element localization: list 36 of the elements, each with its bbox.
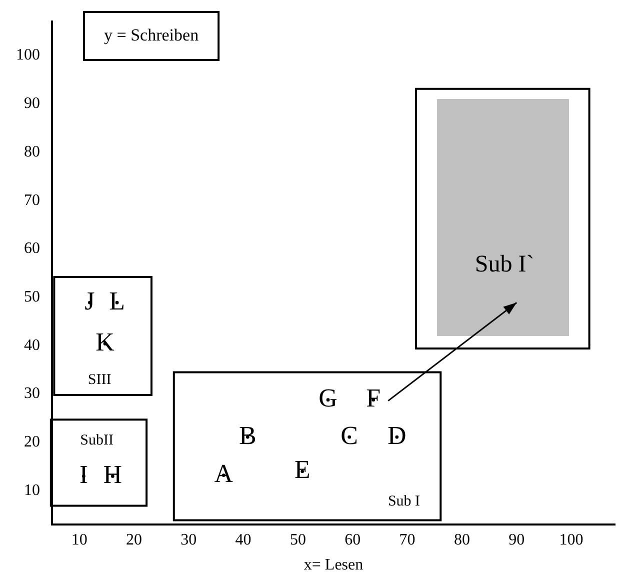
y-tick-label: 40 bbox=[24, 336, 40, 354]
y-tick-label: 90 bbox=[24, 95, 40, 112]
y-tick-label: 10 bbox=[24, 482, 40, 499]
x-axis-title: x= Lesen bbox=[304, 556, 364, 574]
text: C bbox=[340, 420, 358, 450]
annotation: SubII bbox=[80, 432, 114, 448]
y-tick-label: 70 bbox=[24, 192, 40, 209]
annotation: SIII bbox=[88, 372, 112, 388]
x-tick-label: 20 bbox=[126, 531, 142, 548]
annotation: Sub I` bbox=[474, 252, 534, 278]
y-tick-label: 80 bbox=[24, 143, 40, 160]
x-tick-label: 10 bbox=[71, 531, 88, 548]
text: A bbox=[214, 459, 234, 488]
x-tick-label: 50 bbox=[290, 531, 306, 548]
x-tick-label: 90 bbox=[508, 531, 525, 548]
annotation: Sub I bbox=[388, 493, 420, 510]
x-tick-label: 80 bbox=[454, 531, 470, 548]
y-tick-label: 50 bbox=[24, 288, 40, 306]
text: L bbox=[109, 286, 125, 316]
x-tick-label: 30 bbox=[180, 531, 197, 548]
y-tick-label: 100 bbox=[16, 46, 40, 64]
x-tick-label: 100 bbox=[559, 531, 584, 548]
text: K bbox=[96, 328, 115, 357]
y-tick-label: 30 bbox=[24, 385, 40, 402]
x-tick-label: 40 bbox=[235, 531, 252, 548]
text: B bbox=[239, 420, 256, 450]
text: H bbox=[103, 460, 122, 490]
text: G bbox=[318, 384, 338, 413]
text: F bbox=[366, 384, 381, 413]
text: E bbox=[294, 455, 310, 484]
text: D bbox=[388, 420, 406, 450]
y-tick-label: 60 bbox=[24, 240, 40, 258]
y-axis-title: y = Schreiben bbox=[104, 25, 200, 44]
x-tick-label: 70 bbox=[399, 531, 416, 548]
x-tick-label: 60 bbox=[344, 531, 361, 548]
y-tick-label: 20 bbox=[24, 434, 40, 451]
